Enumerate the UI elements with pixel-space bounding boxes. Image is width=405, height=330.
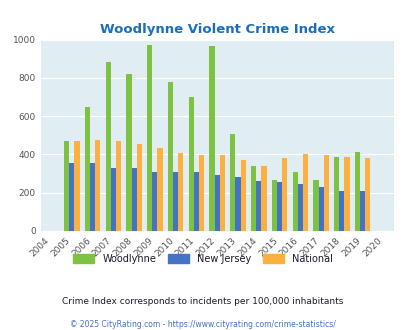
Bar — [297, 184, 302, 231]
Bar — [209, 46, 214, 231]
Bar — [214, 176, 219, 231]
Bar — [219, 155, 224, 231]
Text: © 2025 CityRating.com - https://www.cityrating.com/crime-statistics/: © 2025 CityRating.com - https://www.city… — [70, 319, 335, 329]
Bar — [126, 74, 131, 231]
Bar — [111, 168, 116, 231]
Bar — [313, 180, 318, 231]
Bar — [318, 187, 323, 231]
Bar — [240, 160, 245, 231]
Bar — [354, 151, 359, 231]
Bar — [256, 181, 261, 231]
Bar — [276, 182, 281, 231]
Bar — [359, 191, 364, 231]
Bar — [339, 191, 343, 231]
Bar — [173, 172, 178, 231]
Bar — [69, 163, 74, 231]
Bar — [64, 141, 69, 231]
Text: Crime Index corresponds to incidents per 100,000 inhabitants: Crime Index corresponds to incidents per… — [62, 297, 343, 307]
Bar — [250, 166, 256, 231]
Bar — [131, 168, 136, 231]
Bar — [235, 177, 240, 231]
Bar — [281, 158, 287, 231]
Bar — [105, 62, 111, 231]
Bar — [193, 172, 198, 231]
Bar — [157, 148, 162, 231]
Bar — [230, 134, 235, 231]
Bar — [292, 172, 297, 231]
Bar — [343, 157, 349, 231]
Bar — [116, 142, 121, 231]
Bar — [95, 140, 100, 231]
Bar — [333, 157, 339, 231]
Bar — [364, 158, 369, 231]
Bar — [85, 107, 90, 231]
Bar — [152, 172, 157, 231]
Bar — [323, 155, 328, 231]
Bar — [178, 153, 183, 231]
Legend: Woodlynne, New Jersey, National: Woodlynne, New Jersey, National — [69, 249, 336, 267]
Bar — [302, 154, 307, 231]
Bar — [271, 180, 276, 231]
Bar — [147, 45, 152, 231]
Bar — [261, 166, 266, 231]
Bar — [74, 141, 79, 231]
Bar — [198, 155, 204, 231]
Bar — [90, 163, 95, 231]
Bar — [167, 82, 173, 231]
Bar — [188, 97, 193, 231]
Bar — [136, 144, 141, 231]
Title: Woodlynne Violent Crime Index: Woodlynne Violent Crime Index — [100, 23, 334, 36]
